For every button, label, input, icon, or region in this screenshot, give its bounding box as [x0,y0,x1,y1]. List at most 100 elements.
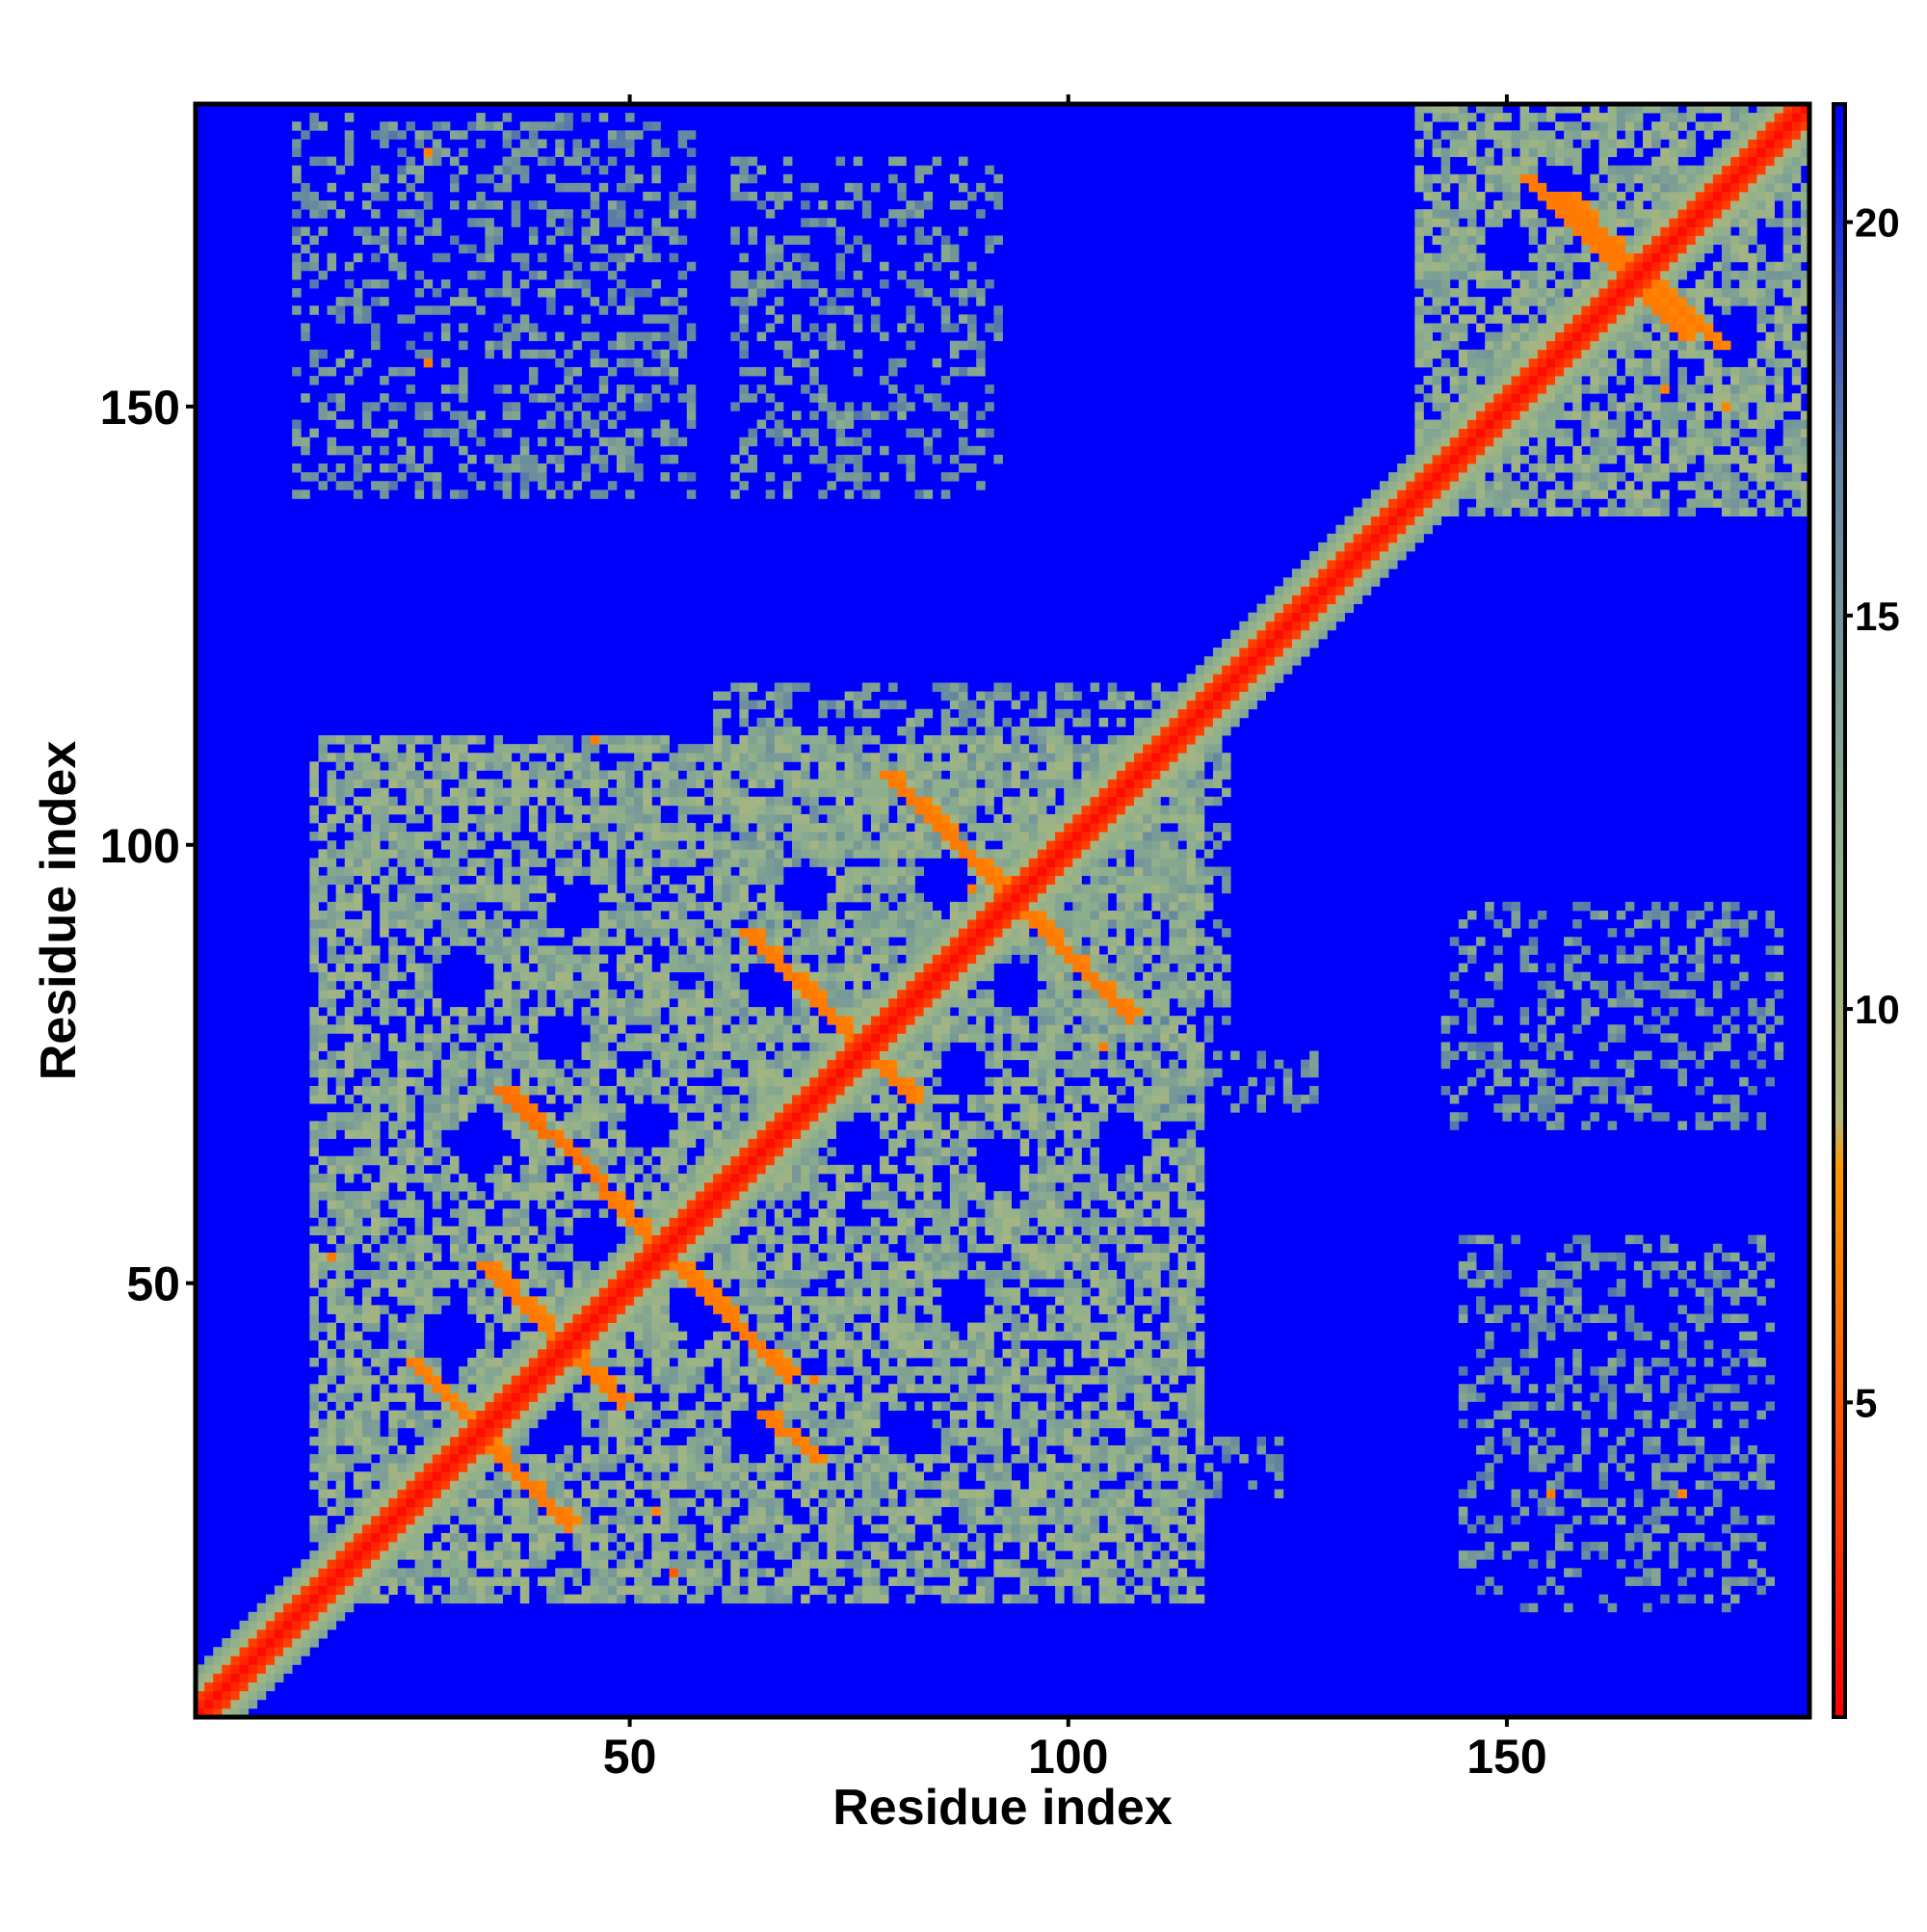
heatmap-cell [739,1173,749,1183]
heatmap-cell [538,1270,547,1280]
heatmap-cell [827,1550,836,1560]
heatmap-cell [686,1576,697,1586]
heatmap-cell [1739,1532,1749,1543]
heatmap-cell [1064,1331,1073,1341]
heatmap-cell [1037,1121,1047,1130]
heatmap-cell [1721,1523,1731,1534]
heatmap-cell [1502,1366,1512,1376]
heatmap-cell [1002,1366,1012,1376]
heatmap-cell [888,1208,898,1218]
heatmap-cell [748,1585,758,1596]
heatmap-cell [327,1542,337,1551]
heatmap-cell [423,1121,434,1130]
heatmap-cell [1002,1375,1012,1385]
heatmap-cell [634,1550,644,1560]
heatmap-cell [782,1182,793,1192]
heatmap-cell [598,1155,609,1166]
heatmap-cell [572,1260,582,1271]
heatmap-cell [598,1305,609,1314]
heatmap-cell [1643,1279,1652,1288]
heatmap-cell [423,1489,434,1498]
heatmap-cell [818,1497,828,1508]
heatmap-cell [607,1594,618,1604]
heatmap-cell [485,1436,494,1446]
heatmap-cell [1002,1471,1012,1481]
heatmap-cell [1572,1515,1582,1525]
heatmap-cell [1695,1085,1705,1096]
heatmap-cell [677,1182,688,1192]
heatmap-cell [774,1234,784,1245]
heatmap-cell [397,1243,407,1254]
heatmap-cell [765,1095,776,1104]
heatmap-cell [432,1480,442,1490]
heatmap-cell [361,1076,372,1087]
heatmap-cell [643,1279,652,1288]
heatmap-cell [1055,1559,1065,1569]
heatmap-cell [598,1542,609,1551]
heatmap-cell [835,1252,846,1262]
heatmap-cell [371,1375,381,1385]
heatmap-cell [598,1585,609,1596]
heatmap-cell [598,1208,609,1218]
heatmap-cell [835,1576,846,1586]
heatmap-cell [703,1147,714,1157]
heatmap-cell [660,1480,670,1490]
heatmap-cell [985,1270,994,1280]
heatmap-cell [1712,1384,1723,1393]
heatmap-cell [361,1506,372,1517]
heatmap-cell [695,1155,705,1166]
heatmap-cell [1195,1542,1205,1551]
heatmap-cell [1493,1523,1503,1534]
heatmap-cell [870,1112,881,1122]
heatmap-cell [643,1523,652,1534]
heatmap-cell [1151,1296,1161,1306]
heatmap-cell [414,1339,425,1350]
heatmap-cell [792,1568,802,1577]
heatmap-cell [449,1182,460,1192]
heatmap-cell [1721,1270,1731,1280]
heatmap-cell [1703,1357,1714,1367]
heatmap-cell [616,1401,626,1411]
heatmap-cell [572,1287,582,1297]
heatmap-cell [809,1164,819,1175]
heatmap-cell [967,1164,977,1175]
heatmap-cell [1721,1095,1731,1104]
heatmap-cell [449,1532,460,1543]
heatmap-cell [888,1076,898,1087]
heatmap-cell [1072,1523,1082,1534]
heatmap-cell [730,1392,740,1402]
heatmap-cell [958,1576,968,1586]
heatmap-cell [985,1305,994,1314]
heatmap-cell [1028,1095,1039,1104]
heatmap-cell [993,1384,1003,1393]
heatmap-cell [1046,1463,1056,1472]
heatmap-cell [1502,1550,1512,1560]
heatmap-cell [923,1279,934,1288]
heatmap-cell [958,1348,968,1359]
heatmap-cell [1695,1532,1705,1543]
heatmap-cell [827,1296,836,1306]
heatmap-cell [861,1506,872,1517]
heatmap-cell [1169,1085,1178,1096]
heatmap-cell [1590,1515,1599,1525]
heatmap-cell [932,1226,942,1236]
heatmap-cell [1598,1305,1609,1314]
heatmap-cell [397,1532,407,1543]
heatmap-cell [581,1129,592,1139]
heatmap-cell [459,1076,468,1087]
heatmap-cell [827,1392,836,1402]
heatmap-cell [1651,1568,1661,1577]
heatmap-cell [1151,1252,1161,1262]
heatmap-cell [923,1260,934,1271]
heatmap-cell [792,1155,802,1166]
heatmap-cell [1098,1489,1109,1498]
heatmap-cell [739,1138,749,1149]
heatmap-cell [1028,1418,1039,1429]
heatmap-cell [853,1418,863,1429]
heatmap-cell [660,1463,670,1472]
heatmap-cell [1169,1147,1178,1157]
heatmap-cell [1081,1164,1091,1175]
heatmap-cell [1143,1384,1152,1393]
heatmap-cell [1511,1444,1520,1455]
heatmap-cell [572,1463,582,1472]
